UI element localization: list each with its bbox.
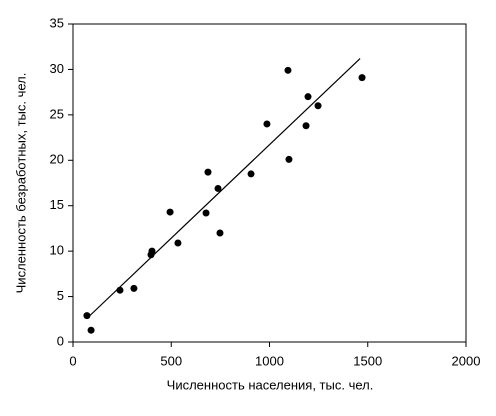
- point: [166, 208, 174, 216]
- point: [87, 326, 95, 334]
- trend-line: [86, 58, 361, 319]
- x-tick-label: 500: [160, 353, 182, 368]
- point: [174, 239, 182, 247]
- y-axis-label: Численность безработных, тыс. чел.: [13, 73, 28, 294]
- point: [314, 102, 322, 110]
- point: [358, 74, 366, 82]
- plot-frame: [72, 23, 467, 343]
- x-tick-label: 1000: [255, 353, 284, 368]
- y-tick-label: 0: [57, 333, 64, 348]
- point: [116, 286, 124, 294]
- point: [216, 229, 224, 237]
- point: [284, 66, 292, 74]
- point: [202, 209, 210, 217]
- point: [285, 155, 293, 163]
- point: [204, 168, 212, 176]
- point: [148, 247, 156, 255]
- point: [304, 93, 312, 101]
- y-tick-label: 30: [50, 61, 64, 76]
- x-tick-label: 0: [69, 353, 76, 368]
- y-tick-label: 20: [50, 152, 64, 167]
- x-axis-label: Численность населения, тыс. чел.: [167, 377, 374, 392]
- point: [130, 284, 138, 292]
- y-tick-label: 35: [50, 15, 64, 30]
- x-tick-label: 2000: [452, 353, 481, 368]
- y-tick-label: 25: [50, 106, 64, 121]
- y-tick-label: 15: [50, 197, 64, 212]
- x-tick-label: 1500: [353, 353, 382, 368]
- y-tick-label: 10: [50, 243, 64, 258]
- point: [302, 122, 310, 130]
- point: [83, 312, 91, 320]
- y-tick-label: 5: [57, 288, 64, 303]
- point: [247, 170, 255, 178]
- point: [214, 184, 222, 192]
- point: [263, 120, 271, 128]
